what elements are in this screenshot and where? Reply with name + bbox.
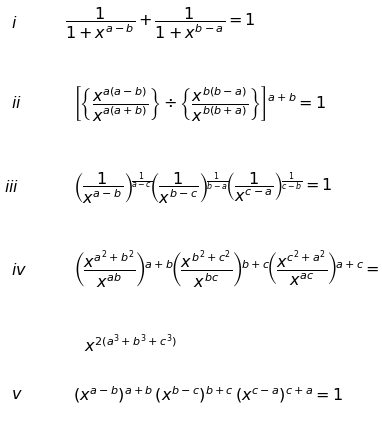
Text: $\left[\left\{\dfrac{x^{a(a-b)}}{x^{a(a+b)}}\right\} \div \left\{\dfrac{x^{b(b-a: $\left[\left\{\dfrac{x^{a(a-b)}}{x^{a(a+… [73, 84, 325, 123]
Text: $\left(\dfrac{x^{a^2+b^2}}{x^{ab}}\right)^{\!a+b}\!\left(\dfrac{x^{b^2+c^2}}{x^{: $\left(\dfrac{x^{a^2+b^2}}{x^{ab}}\right… [73, 249, 379, 291]
Text: $(x^{a-b})^{a+b}\,(x^{b-c})^{b+c}\,(x^{c-a})^{c+a} = 1$: $(x^{a-b})^{a+b}\,(x^{b-c})^{b+c}\,(x^{c… [73, 384, 342, 405]
Text: $\mathit{i}$: $\mathit{i}$ [11, 15, 18, 32]
Text: $\mathit{iv}$: $\mathit{iv}$ [11, 262, 28, 279]
Text: $\mathit{iii}$: $\mathit{iii}$ [4, 179, 19, 196]
Text: $\dfrac{1}{1+x^{a-b}} + \dfrac{1}{1+x^{b-a}} = 1$: $\dfrac{1}{1+x^{a-b}} + \dfrac{1}{1+x^{b… [65, 5, 255, 41]
Text: $\mathit{ii}$: $\mathit{ii}$ [11, 95, 22, 112]
Text: $x^{2(a^3+b^3+c^3)}$: $x^{2(a^3+b^3+c^3)}$ [84, 333, 177, 355]
Text: $\mathit{v}$: $\mathit{v}$ [11, 386, 23, 403]
Text: $\left(\dfrac{1}{x^{a-b}}\right)^{\!\frac{1}{a-c}}\!\left(\dfrac{1}{x^{b-c}}\rig: $\left(\dfrac{1}{x^{a-b}}\right)^{\!\fra… [73, 170, 332, 206]
